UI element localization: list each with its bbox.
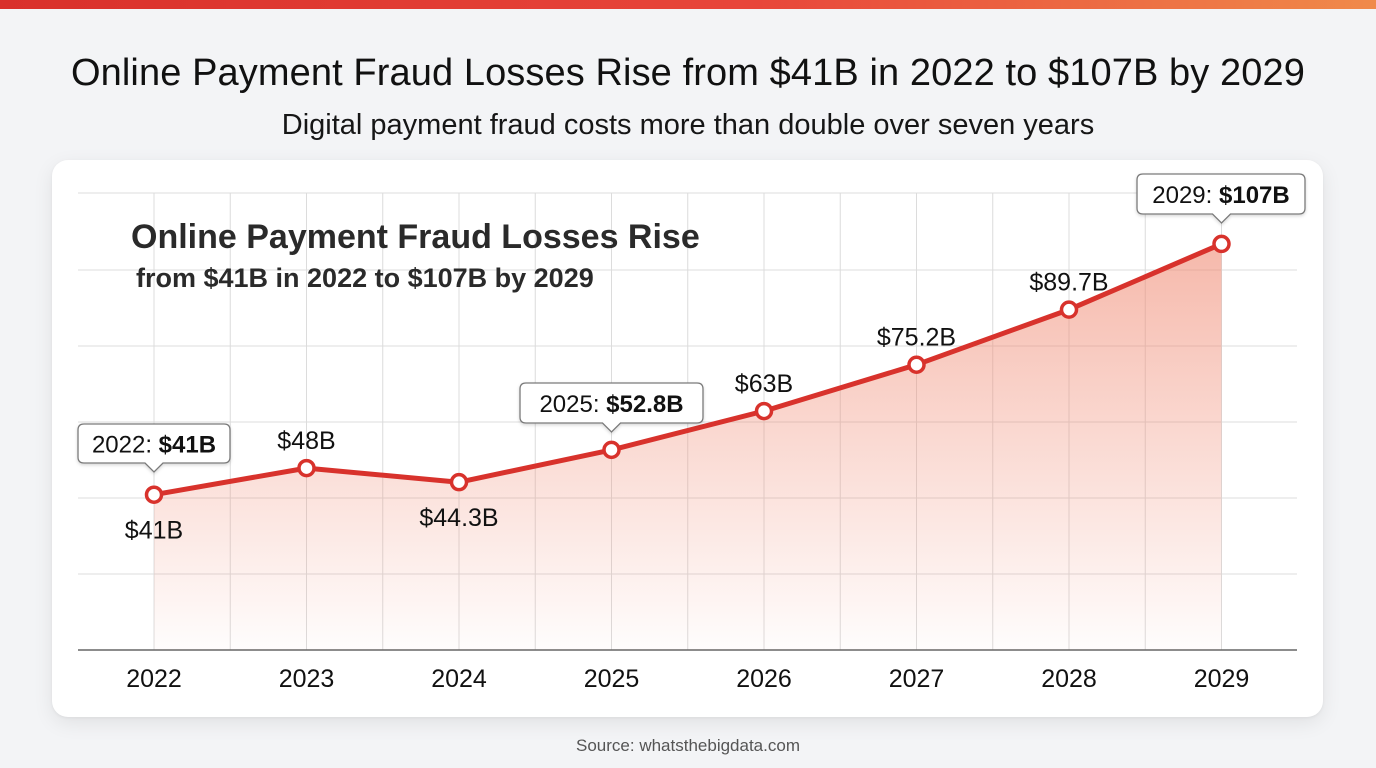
x-tick-label: 2025 <box>584 665 640 693</box>
data-point <box>297 458 316 478</box>
callout-prefix: 2025: <box>539 391 606 418</box>
callout-value: $107B <box>1219 182 1290 209</box>
callout-value: $41B <box>159 432 216 459</box>
source-note: Source: whatsthebigdata.com <box>576 736 800 755</box>
data-point <box>754 401 774 421</box>
x-tick-label: 2029 <box>1194 665 1250 693</box>
data-label: $75.2B <box>877 324 956 352</box>
data-label: $48B <box>277 427 335 455</box>
data-labels: $41B $48B $44.3B $63B $75.2B $89.7B <box>125 269 1109 545</box>
x-tick-label: 2023 <box>279 665 335 693</box>
x-tick-label: 2024 <box>431 665 487 693</box>
x-tick-label: 2022 <box>126 665 182 693</box>
data-label: $41B <box>125 517 183 545</box>
data-label: $89.7B <box>1029 269 1108 297</box>
data-point <box>907 355 926 374</box>
callout-label: 2029: $107B <box>1152 182 1289 209</box>
data-point <box>1212 234 1231 254</box>
x-tick-label: 2026 <box>736 665 792 693</box>
callout-label: 2022: $41B <box>92 432 216 459</box>
data-points <box>144 234 1231 504</box>
x-tick-label: 2027 <box>889 665 945 693</box>
callout-prefix: 2022: <box>92 432 159 459</box>
callout-box <box>1136 173 1306 224</box>
x-axis-ticks: 2022 2023 2024 2025 2026 2027 2028 2029 <box>126 665 1249 693</box>
data-point <box>1059 300 1079 319</box>
callout-value: $52.8B <box>606 391 683 418</box>
callouts: 2022: $41B 2025: $52.8B 2029: $107B <box>77 173 1306 473</box>
series-path <box>151 241 1224 498</box>
data-point <box>449 472 469 492</box>
data-point <box>602 440 621 460</box>
area-path <box>154 243 1222 650</box>
x-tick-label: 2028 <box>1041 665 1097 693</box>
callout-label: 2025: $52.8B <box>539 391 683 418</box>
chart-title: Online Payment Fraud Losses Rise <box>131 218 700 256</box>
callout-prefix: 2029: <box>1152 182 1219 209</box>
accent-top-bar <box>0 0 1376 9</box>
callout-box <box>519 382 704 433</box>
callout-box <box>77 423 231 473</box>
page-title: Online Payment Fraud Losses Rise from $4… <box>71 52 1305 94</box>
data-label: $44.3B <box>419 504 498 532</box>
chart-subtitle: from $41B in 2022 to $107B by 2029 <box>136 263 594 293</box>
data-label: $63B <box>735 370 793 398</box>
area-fill <box>154 243 1222 650</box>
page-subtitle: Digital payment fraud costs more than do… <box>281 109 1095 141</box>
data-point <box>144 485 164 504</box>
series-line <box>151 241 1224 498</box>
